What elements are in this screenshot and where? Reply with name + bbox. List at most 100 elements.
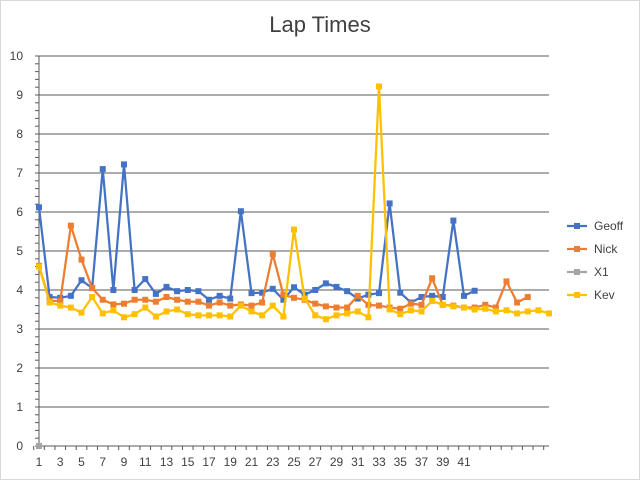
data-point — [397, 289, 404, 296]
legend-label: Geoff — [594, 219, 624, 233]
data-point — [36, 443, 42, 449]
data-point — [269, 302, 276, 309]
series-x1 — [36, 443, 42, 449]
data-point — [461, 292, 467, 299]
data-point — [142, 276, 149, 283]
x-tick-label: 25 — [287, 455, 301, 469]
data-point — [36, 263, 42, 270]
data-point — [131, 296, 138, 303]
data-point — [248, 308, 255, 315]
legend-entry-nick: Nick — [567, 242, 618, 256]
data-point — [110, 287, 117, 293]
legend-label: Kev — [594, 288, 615, 302]
data-point — [163, 308, 170, 315]
chart-title: Lap Times — [269, 12, 371, 37]
x-tick-label: 15 — [181, 455, 195, 469]
y-tick-label: 3 — [16, 322, 23, 336]
data-point — [535, 307, 542, 314]
data-point — [46, 294, 53, 301]
legend-entry-x1: X1 — [567, 265, 609, 279]
data-point — [301, 295, 308, 302]
data-point — [291, 294, 297, 301]
x-tick-label: 17 — [202, 455, 216, 469]
data-point — [407, 300, 414, 307]
data-point — [67, 222, 74, 229]
data-point — [237, 208, 244, 215]
data-point — [429, 297, 436, 304]
x-tick-label: 9 — [121, 455, 128, 469]
series-kev — [36, 83, 552, 323]
data-point — [482, 305, 489, 312]
data-point — [471, 287, 478, 294]
x-tick-label: 33 — [372, 455, 386, 469]
data-point — [216, 312, 223, 319]
x-tick-label: 23 — [266, 455, 280, 469]
data-point — [99, 296, 106, 303]
data-point — [397, 305, 404, 312]
legend-label: Nick — [594, 242, 618, 256]
data-point — [312, 287, 319, 293]
legend-entry-geoff: Geoff — [567, 219, 624, 233]
legend-marker — [574, 246, 580, 252]
data-point — [376, 83, 382, 90]
data-point — [418, 301, 425, 308]
x-tick-label: 21 — [245, 455, 259, 469]
data-point — [418, 294, 425, 301]
data-point — [503, 278, 510, 285]
data-point — [184, 298, 191, 305]
legend: Geoff Nick X1 Kev — [567, 219, 624, 302]
data-point — [333, 283, 340, 290]
data-point — [99, 166, 106, 173]
data-point — [78, 256, 85, 263]
data-point — [365, 314, 372, 321]
y-tick-label: 10 — [10, 49, 24, 63]
data-point — [152, 313, 159, 320]
y-tick-label: 0 — [16, 439, 23, 453]
data-point — [322, 303, 329, 310]
data-point — [514, 310, 521, 317]
data-point — [386, 200, 393, 207]
data-point — [269, 251, 276, 258]
data-point — [67, 304, 74, 311]
data-point — [259, 312, 266, 319]
data-point — [174, 288, 181, 295]
y-tick-label: 9 — [16, 88, 23, 102]
data-point — [216, 292, 223, 299]
data-point — [206, 296, 212, 303]
data-point — [450, 217, 457, 224]
data-point — [206, 302, 212, 309]
data-point — [110, 301, 117, 308]
data-point — [227, 313, 234, 320]
data-point — [546, 310, 552, 317]
data-point — [492, 308, 499, 315]
data-point — [344, 288, 351, 295]
y-tick-label: 6 — [16, 205, 23, 219]
data-point — [184, 311, 191, 318]
data-point — [439, 301, 446, 308]
x-tick-label: 11 — [139, 455, 152, 469]
y-tick-label: 1 — [16, 400, 23, 414]
data-point — [376, 302, 382, 309]
data-point — [397, 311, 404, 318]
data-point — [121, 300, 127, 307]
data-point — [46, 299, 53, 306]
data-point — [280, 291, 287, 298]
x-tick-label: 3 — [57, 455, 64, 469]
data-point — [344, 310, 351, 317]
data-point — [248, 302, 255, 309]
data-point — [195, 312, 202, 319]
data-point — [376, 290, 382, 297]
x-tick-label: 19 — [224, 455, 238, 469]
data-point — [524, 294, 531, 301]
legend-entry-kev: Kev — [567, 288, 615, 302]
data-point — [227, 302, 234, 309]
y-tick-label: 4 — [16, 283, 23, 297]
data-point — [482, 301, 489, 308]
x-tick-label: 13 — [160, 455, 174, 469]
data-point — [259, 289, 266, 296]
data-point — [386, 306, 393, 313]
legend-marker — [574, 269, 580, 275]
x-tick-label: 27 — [309, 455, 323, 469]
